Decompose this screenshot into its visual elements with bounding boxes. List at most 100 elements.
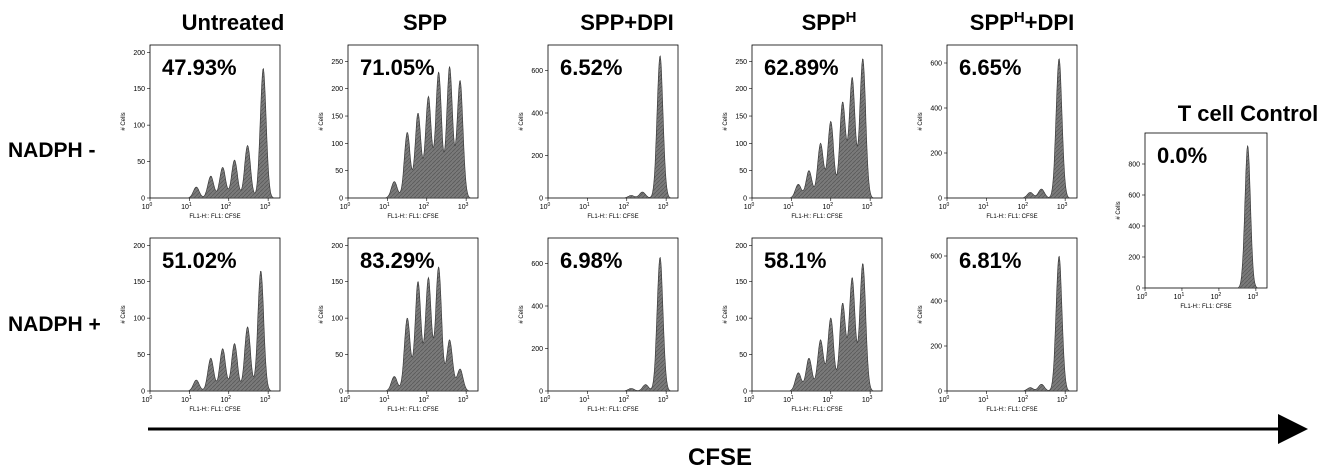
y-tick-label: 0 (743, 196, 747, 203)
percent-annotation: 51.02% (162, 248, 237, 273)
x-tick-label: 102 (822, 202, 833, 211)
x-tick-label: 102 (220, 395, 231, 404)
y-tick-label: 250 (735, 59, 747, 66)
percent-annotation: 6.65% (959, 55, 1021, 80)
y-tick-label: 0 (141, 389, 145, 396)
x-tick-label: 100 (540, 202, 551, 211)
percent-annotation: 83.29% (360, 248, 435, 273)
x-tick-label: 100 (939, 395, 950, 404)
x-axis-label: FL1-H:: FL1: CFSE (986, 214, 1037, 220)
y-tick-label: 400 (531, 304, 543, 311)
y-tick-label: 100 (133, 123, 145, 130)
y-tick-label: 400 (930, 106, 942, 113)
x-tick-label: 102 (418, 202, 429, 211)
histogram-area (752, 58, 882, 199)
y-tick-label: 200 (331, 243, 343, 250)
y-tick-label: 150 (735, 279, 747, 286)
histogram-area (150, 68, 280, 199)
y-tick-label: 0 (1136, 286, 1140, 293)
column-title: SPP+DPI (580, 10, 674, 35)
y-tick-label: 200 (331, 86, 343, 93)
x-tick-label: 102 (1017, 202, 1028, 211)
x-tick-label: 101 (978, 395, 989, 404)
histogram-area (752, 263, 882, 392)
percent-annotation: 0.0% (1157, 143, 1207, 168)
y-tick-label: 50 (739, 352, 747, 359)
x-tick-label: 103 (658, 202, 669, 211)
x-axis-label: FL1-H:: FL1: CFSE (189, 214, 240, 220)
percent-annotation: 58.1% (764, 248, 826, 273)
x-axis-label: FL1-H:: FL1: CFSE (587, 407, 638, 413)
row-label-nadph-plus: NADPH + (8, 313, 101, 336)
histogram-area (947, 255, 1077, 392)
x-tick-label: 100 (142, 395, 153, 404)
y-tick-label: 250 (331, 59, 343, 66)
y-tick-label: 100 (331, 141, 343, 148)
column-title: SPP (403, 10, 447, 35)
x-axis-label: FL1-H:: FL1: CFSE (1180, 304, 1231, 310)
histogram-area (1145, 145, 1267, 289)
x-axis-label: FL1-H:: FL1: CFSE (189, 407, 240, 413)
y-tick-label: 600 (930, 61, 942, 68)
column-title: SPPH+DPI (970, 9, 1074, 35)
x-axis-label: FL1-H:: FL1: CFSE (587, 214, 638, 220)
percent-annotation: 47.93% (162, 55, 237, 80)
x-tick-label: 100 (744, 395, 755, 404)
x-tick-label: 100 (744, 202, 755, 211)
y-tick-label: 0 (539, 196, 543, 203)
x-tick-label: 103 (1057, 202, 1068, 211)
x-axis-label: FL1-H:: FL1: CFSE (387, 214, 438, 220)
x-tick-label: 103 (458, 202, 469, 211)
x-tick-label: 103 (1057, 395, 1068, 404)
y-tick-label: 200 (930, 151, 942, 158)
y-tick-label: 150 (735, 114, 747, 121)
histogram-area (947, 58, 1077, 199)
column-title: Untreated (182, 10, 285, 35)
y-tick-label: 400 (531, 111, 543, 118)
x-tick-label: 103 (658, 395, 669, 404)
y-tick-label: 600 (930, 254, 942, 261)
y-tick-label: 50 (335, 168, 343, 175)
y-axis-label: # Cells (121, 305, 127, 323)
x-tick-label: 101 (783, 202, 794, 211)
x-tick-label: 102 (1211, 292, 1222, 301)
x-tick-label: 101 (783, 395, 794, 404)
x-tick-label: 103 (862, 202, 873, 211)
y-axis-label: # Cells (723, 305, 729, 323)
column-titles: Untreated SPP SPP+DPI SPPH SPPH+DPI T cell Co… (182, 9, 1319, 126)
column-title: SPPH (802, 9, 857, 35)
y-tick-label: 200 (735, 243, 747, 250)
y-tick-label: 150 (133, 86, 145, 93)
percent-annotation: 62.89% (764, 55, 839, 80)
y-tick-label: 800 (1128, 162, 1140, 169)
histogram-area (348, 266, 478, 392)
y-tick-label: 400 (930, 299, 942, 306)
x-tick-label: 101 (181, 395, 192, 404)
x-tick-label: 103 (260, 202, 271, 211)
y-tick-label: 0 (339, 196, 343, 203)
column-title: T cell Control (1178, 101, 1319, 126)
y-axis-label: # Cells (519, 305, 525, 323)
row-label-nadph-minus: NADPH - (8, 139, 96, 162)
x-tick-label: 102 (822, 395, 833, 404)
y-axis-label: # Cells (319, 112, 325, 130)
histogram-area (348, 66, 478, 199)
x-tick-label: 102 (618, 395, 629, 404)
x-tick-label: 100 (939, 202, 950, 211)
x-tick-label: 100 (540, 395, 551, 404)
y-tick-label: 100 (735, 141, 747, 148)
y-tick-label: 50 (739, 168, 747, 175)
y-tick-label: 150 (331, 279, 343, 286)
x-axis-label: FL1-H:: FL1: CFSE (986, 407, 1037, 413)
y-tick-label: 200 (133, 243, 145, 250)
x-tick-label: 101 (379, 202, 390, 211)
x-axis-label: FL1-H:: FL1: CFSE (387, 407, 438, 413)
x-tick-label: 100 (1137, 292, 1148, 301)
y-tick-label: 100 (331, 316, 343, 323)
